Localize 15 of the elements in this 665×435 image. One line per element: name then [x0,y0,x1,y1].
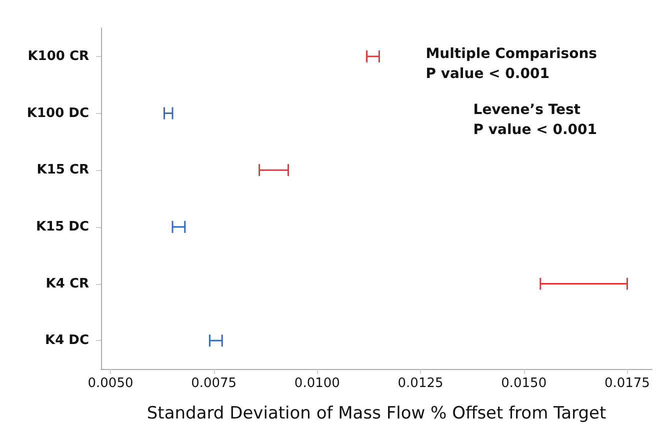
x-tick-label: 0.0050 [88,376,134,391]
y-tick-label: K100 DC [26,106,89,121]
y-tick-label: K15 DC [36,219,89,234]
x-tick-label: 0.0125 [398,376,444,391]
annotation: Levene’s Test P value < 0.001 [473,102,598,138]
x-tick-label: 0.0175 [604,376,650,391]
annotation: Multiple Comparisons P value < 0.001 [426,46,597,82]
y-tick-label: K15 CR [36,162,89,178]
x-axis-title: Standard Deviation of Mass Flow % Offset from Target [146,404,606,424]
x-tick-label: 0.0075 [191,376,237,391]
y-tick-label: K100 CR [28,48,89,64]
x-tick-label: 0.0150 [501,376,547,391]
y-tick-label: K4 CR [46,276,89,292]
x-tick-label: 0.0100 [294,376,340,391]
y-tick-label: K4 DC [45,333,89,348]
